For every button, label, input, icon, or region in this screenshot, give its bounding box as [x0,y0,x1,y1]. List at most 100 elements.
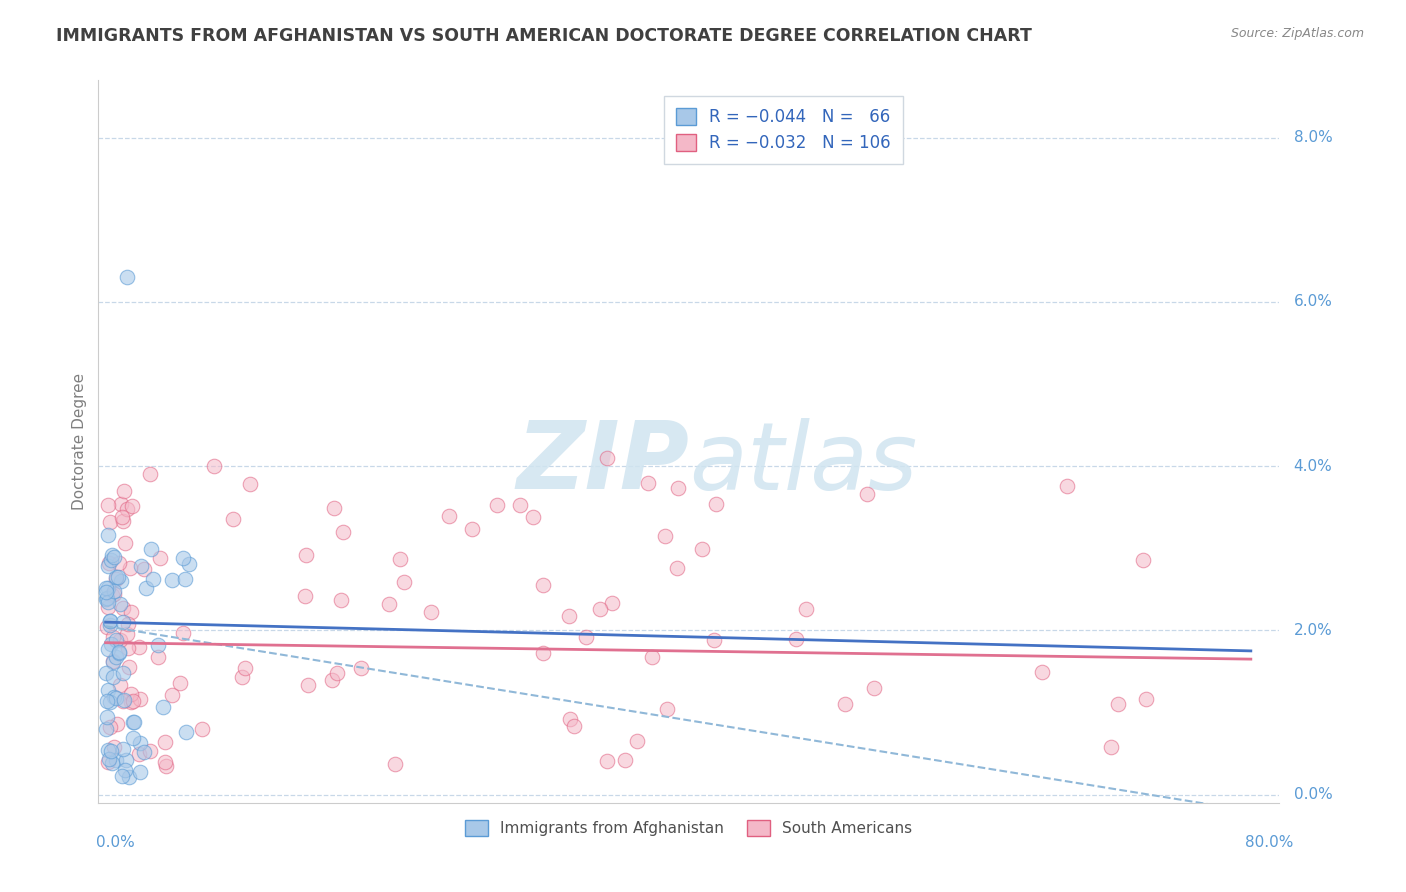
Point [117,641,139,656]
Point [110,574,132,588]
Point [596,754,619,768]
Point [120,695,142,709]
Point [172,626,194,640]
Point [98,614,121,628]
Point [172,551,194,566]
Point [105,691,128,706]
Point [558,712,581,726]
Legend: Immigrants from Afghanistan, South Americans: Immigrants from Afghanistan, South Ameri… [460,814,918,842]
Point [111,769,134,783]
Text: 2.0%: 2.0% [1294,623,1333,638]
Point [97,742,120,756]
Text: ZIP: ZIP [516,417,689,509]
Point [117,616,139,631]
Point [122,714,145,729]
Point [637,476,659,491]
Point [101,654,124,668]
Point [152,699,174,714]
Point [233,661,256,675]
Point [155,759,177,773]
Point [863,681,886,695]
Point [110,497,132,511]
Point [96,581,118,595]
Point [103,550,125,565]
Point [96,710,118,724]
Point [122,731,145,746]
Point [120,688,142,702]
Point [600,596,623,610]
Point [128,764,150,779]
Point [96,591,118,606]
Point [124,714,146,729]
Point [139,744,162,758]
Point [120,605,142,619]
Point [97,642,120,657]
Point [522,510,544,524]
Point [105,717,128,731]
Point [101,588,124,602]
Point [146,638,169,652]
Point [101,655,124,669]
Point [98,617,121,632]
Point [128,692,150,706]
Point [295,548,318,562]
Point [104,632,127,647]
Point [97,600,120,615]
Point [96,585,118,599]
Point [97,595,120,609]
Point [108,632,131,647]
Point [794,601,817,615]
Point [139,542,162,557]
Point [103,690,125,704]
Point [394,575,416,590]
Point [100,744,122,758]
Point [321,673,343,687]
Point [329,593,352,607]
Point [142,572,165,586]
Text: 80.0%: 80.0% [1246,835,1294,850]
Point [614,753,637,767]
Point [115,627,138,641]
Point [114,535,136,549]
Point [377,597,399,611]
Point [641,650,664,665]
Point [103,670,125,684]
Point [103,583,125,598]
Point [461,522,484,536]
Point [389,552,412,566]
Point [100,720,122,734]
Point [654,529,676,543]
Point [531,578,554,592]
Point [101,630,124,644]
Point [666,482,689,496]
Point [97,756,120,770]
Point [703,632,725,647]
Text: 4.0%: 4.0% [1294,458,1333,474]
Point [138,467,160,482]
Point [111,510,134,524]
Point [509,498,531,512]
Point [98,615,121,629]
Point [112,665,135,680]
Point [575,631,598,645]
Text: 8.0%: 8.0% [1294,130,1333,145]
Y-axis label: Doctorate Degree: Doctorate Degree [72,373,87,510]
Point [101,756,124,770]
Point [153,755,176,769]
Point [834,698,856,712]
Point [98,516,121,530]
Text: 6.0%: 6.0% [1294,294,1333,310]
Point [558,608,581,623]
Point [626,734,648,748]
Point [134,745,156,759]
Point [110,678,132,692]
Point [117,770,139,784]
Point [322,501,344,516]
Point [112,484,135,499]
Point [101,548,124,562]
Point [108,597,131,611]
Point [562,719,585,733]
Point [98,752,121,766]
Point [111,615,134,629]
Point [112,693,135,707]
